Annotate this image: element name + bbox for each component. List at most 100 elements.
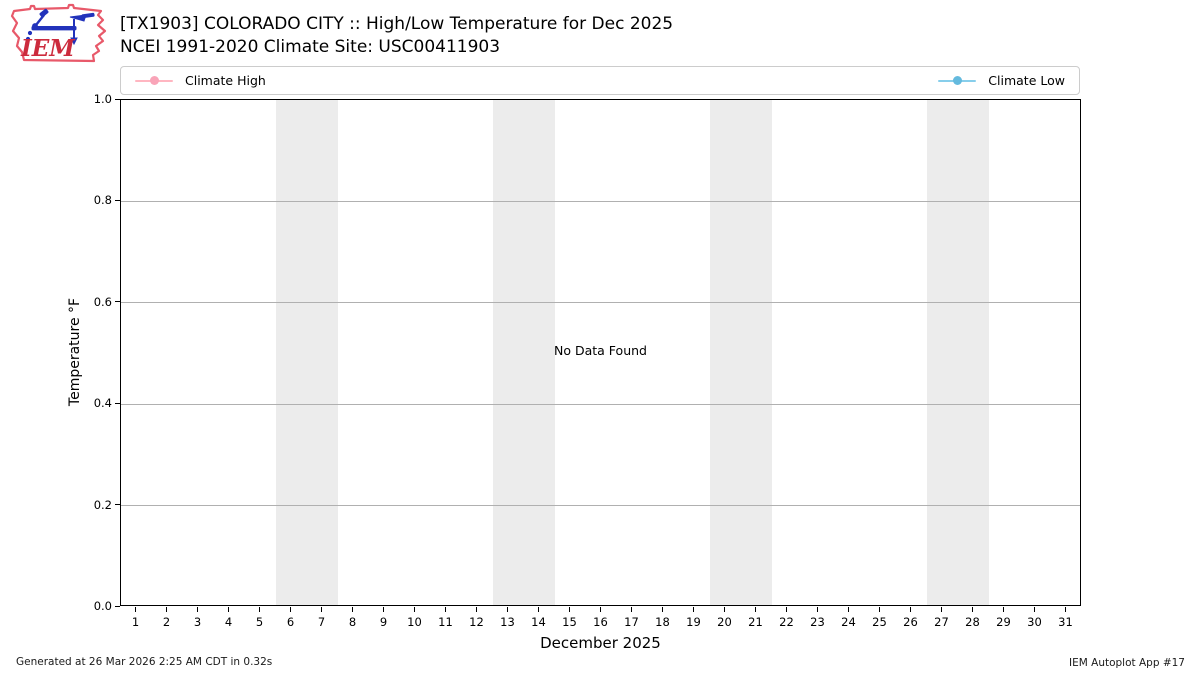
x-tick-mark [507,607,509,612]
weekend-band [710,100,772,605]
x-tick-label: 2 [162,615,171,629]
chart-subtitle: NCEI 1991-2020 Climate Site: USC00411903 [120,37,501,57]
y-tick-label: 1.0 [93,92,112,106]
generated-timestamp: Generated at 26 Mar 2026 2:25 AM CDT in … [16,656,273,668]
y-gridline [121,302,1080,304]
plot-area: No Data Found [120,99,1081,606]
weekend-band [927,100,989,605]
y-tick-mark [115,605,120,607]
x-tick-mark [228,607,230,612]
x-tick-mark [414,607,416,612]
x-tick-label: 12 [469,615,484,629]
x-tick-mark [445,607,447,612]
y-gridline [121,403,1080,405]
y-gridline [121,200,1080,202]
y-tick-label: 0.2 [93,497,112,512]
x-tick-label: 7 [317,615,326,629]
x-tick-label: 5 [255,615,264,629]
x-tick-mark [910,607,912,612]
x-tick-label: 13 [500,615,515,629]
x-tick-mark [972,607,974,612]
x-tick-mark [848,607,850,612]
x-tick-label: 17 [624,615,639,629]
x-tick-label: 31 [1058,615,1073,629]
x-tick-label: 26 [903,615,918,629]
x-tick-label: 3 [193,615,202,629]
y-tick-label: 0.4 [93,396,112,411]
x-tick-label: 10 [407,615,422,629]
x-tick-label: 24 [841,615,856,629]
legend-box: Climate High Climate Low [120,66,1080,95]
legend-entry-climate-high: Climate High [135,73,266,88]
x-tick-mark [1034,607,1036,612]
iem-logo: IEM [10,3,107,63]
x-tick-mark [290,607,292,612]
y-tick-mark [115,301,120,303]
x-tick-label: 11 [438,615,453,629]
x-tick-mark [786,607,788,612]
x-tick-mark [259,607,261,612]
y-tick-mark [115,199,120,202]
x-tick-mark [569,607,571,612]
weather-station-icon [25,8,95,46]
x-tick-mark [631,607,633,612]
y-tick-label: 0.6 [93,294,112,309]
x-tick-mark [662,607,664,612]
x-tick-label: 28 [965,615,980,629]
legend-label-climate-low: Climate Low [988,73,1065,88]
legend-entry-climate-low: Climate Low [938,73,1065,88]
x-tick-label: 1 [131,615,140,629]
x-tick-label: 23 [810,615,825,629]
x-tick-mark [1003,607,1005,612]
x-tick-label: 30 [1027,615,1042,629]
no-data-message: No Data Found [554,343,647,358]
y-tick-mark [115,504,120,506]
x-tick-label: 19 [686,615,701,629]
x-tick-mark [383,607,385,612]
x-tick-mark [197,607,199,612]
x-tick-mark [755,607,757,612]
x-tick-mark [941,607,943,612]
x-tick-label: 16 [593,615,608,629]
x-tick-mark [879,607,881,612]
legend-label-climate-high: Climate High [185,73,266,88]
x-tick-label: 9 [379,615,388,629]
x-tick-label: 27 [934,615,949,629]
x-tick-label: 14 [531,615,546,629]
x-tick-label: 18 [655,615,670,629]
x-axis-label: December 2025 [540,634,661,652]
y-axis-label: Temperature °F [67,297,83,407]
chart-title-block: [TX1903] COLORADO CITY :: High/Low Tempe… [120,13,673,59]
iem-logo-text: IEM [20,35,76,62]
x-tick-mark [817,607,819,612]
x-tick-mark [352,607,354,612]
climate-low-marker-icon [938,76,977,85]
y-gridline [121,505,1080,507]
x-tick-mark [693,607,695,612]
x-tick-label: 22 [779,615,794,629]
x-tick-label: 6 [286,615,295,629]
chart-title: [TX1903] COLORADO CITY :: High/Low Tempe… [120,14,674,34]
weekend-band [276,100,338,605]
x-tick-label: 20 [717,615,732,629]
x-tick-mark [538,607,540,612]
climate-high-marker-icon [135,76,173,85]
x-tick-mark [135,607,137,612]
y-tick-label: 0.8 [93,193,112,208]
y-tick-label: 0.0 [93,599,112,613]
x-tick-mark [600,607,602,612]
x-tick-label: 8 [348,615,357,629]
x-tick-label: 21 [748,615,763,629]
x-tick-mark [476,607,478,612]
weekend-band [493,100,555,605]
x-tick-mark [166,607,168,612]
x-tick-label: 25 [872,615,887,629]
x-tick-mark [321,607,323,612]
app-credit: IEM Autoplot App #17 [1069,657,1185,669]
x-tick-label: 4 [224,615,233,629]
y-tick-mark [115,402,120,404]
x-tick-label: 29 [996,615,1011,629]
x-tick-mark [1065,607,1067,612]
y-tick-mark [115,98,120,100]
